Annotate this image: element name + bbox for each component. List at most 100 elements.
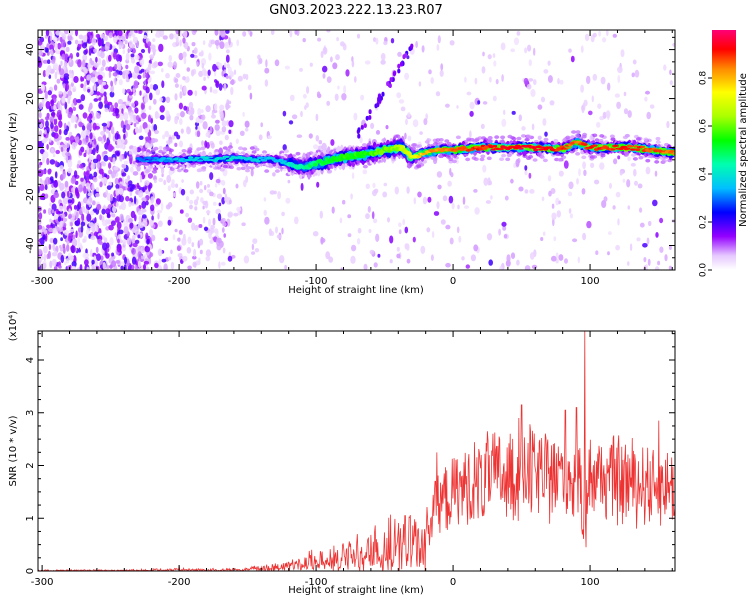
spectrogram-noise-blob [195, 181, 200, 189]
spectrogram-noise-blob [504, 195, 509, 201]
spectrogram-noise-blob [558, 200, 561, 205]
spectrogram-haze-blob [448, 157, 454, 162]
spectrogram-noise-blob [161, 68, 164, 73]
spectrogram-noise-blob [547, 75, 553, 83]
spectrogram-haze-blob [240, 166, 246, 171]
spectrogram-ridge-blob [640, 145, 646, 148]
spectrogram-ridge-blob [168, 160, 174, 163]
spectrogram-noise-blob [238, 58, 242, 66]
spectrogram-noise-blob [122, 88, 126, 95]
spectrogram-noise-blob [402, 218, 406, 226]
spectrogram-noise-blob [202, 205, 205, 210]
spectrogram-noise-blob [357, 33, 360, 39]
spectrogram-noise-blob [483, 177, 489, 186]
spectrogram-noise-blob [117, 238, 120, 244]
spectrogram-noise-blob [62, 217, 68, 222]
spectrogram-noise-blob [51, 148, 54, 154]
spectrogram-noise-blob [121, 172, 127, 177]
spectrogram-noise-blob [105, 129, 110, 134]
spectrogram-noise-blob [191, 222, 196, 231]
spectrogram-noise-blob [415, 40, 418, 49]
spectrogram-noise-blob [104, 173, 107, 178]
spectrogram-noise-blob [172, 234, 176, 241]
spectrogram-haze-blob [521, 134, 526, 138]
spectrogram-noise-blob [109, 237, 114, 246]
spectrogram-noise-blob [46, 224, 51, 229]
figure-title: GN03.2023.222.13.23.R07 [269, 3, 443, 18]
spectrogram-haze-blob [245, 168, 250, 173]
spectrogram-noise-blob [208, 218, 211, 227]
spectrogram-noise-blob [145, 78, 148, 85]
spectrogram-noise-blob [170, 249, 173, 254]
spectrogram-noise-blob [65, 83, 70, 92]
spectrogram-noise-blob [98, 101, 103, 109]
spectrogram-noise-blob [158, 220, 163, 227]
spectrogram-noise-blob [128, 91, 134, 96]
spectrogram-noise-blob [264, 79, 269, 87]
spectrogram-noise-blob [131, 256, 137, 265]
spectrogram-noise-blob [341, 93, 347, 101]
spectrogram-noise-blob [65, 155, 69, 164]
spectrogram-noise-blob [59, 247, 64, 252]
spectrogram-noise-blob [541, 196, 545, 201]
spectrogram-noise-blob [223, 233, 226, 238]
spectrogram-noise-blob [51, 59, 56, 64]
spectrogram-noise-blob [58, 205, 64, 212]
spectrogram-noise-blob [321, 142, 327, 151]
spectrogram-noise-blob [106, 242, 110, 249]
spectrogram-ridge-blob [452, 150, 458, 152]
spectrogram-noise-blob [67, 34, 72, 41]
spectrogram-noise-blob [131, 247, 136, 255]
spectrogram-noise-blob [315, 135, 320, 142]
spectrogram-noise-blob [567, 191, 573, 197]
spectrogram-streak-blob [400, 61, 404, 67]
spectrogram-noise-blob [141, 103, 146, 110]
spectrogram-noise-blob [161, 258, 167, 263]
spectrogram-haze-blob [169, 167, 175, 171]
spectrogram-noise-blob [75, 189, 79, 197]
spectrogram-noise-blob [225, 75, 229, 79]
spectrogram-haze-blob [196, 147, 202, 151]
spectrogram-noise-blob [86, 266, 90, 270]
spectrogram-noise-blob [227, 212, 233, 218]
spectrogram-haze-blob [500, 135, 506, 140]
spectrogram-ridge-blob [625, 147, 631, 150]
spectrogram-noise-blob [252, 238, 258, 245]
spectrogram-noise-blob [173, 192, 176, 197]
spectrogram-noise-blob [99, 181, 103, 188]
spectrogram-noise-blob [88, 48, 92, 56]
spectrogram-noise-blob [316, 181, 320, 188]
spectrogram-noise-blob [138, 190, 144, 198]
spectrogram-noise-blob [49, 260, 53, 269]
spectrogram-haze-blob [532, 158, 538, 162]
spectrogram-noise-blob [351, 60, 355, 68]
spectrogram-noise-blob [132, 145, 138, 154]
spectrogram-noise-blob [210, 142, 215, 149]
spectrogram-noise-blob [577, 256, 580, 264]
spectrogram-haze-blob [507, 134, 513, 139]
spectrogram-noise-blob [189, 114, 194, 121]
spectrogram-noise-blob [243, 179, 247, 188]
spectrogram-noise-blob [518, 186, 524, 192]
spectrogram-noise-blob [86, 213, 92, 222]
spectrogram-noise-blob [445, 103, 450, 108]
spectrogram-ridge-blob [533, 148, 539, 152]
spectrogram-haze-blob [655, 136, 661, 141]
spectrogram-noise-blob [254, 248, 260, 253]
spectrogram-haze-blob [487, 136, 493, 140]
spectrogram-noise-blob [205, 256, 211, 262]
spectrogram-noise-blob [312, 231, 319, 237]
spectrogram-noise-blob [249, 31, 253, 37]
spectrogram-noise-blob [487, 54, 492, 60]
spectrogram-noise-blob [251, 243, 255, 251]
spectrogram-noise-blob [105, 35, 108, 42]
spectrogram-noise-blob [437, 184, 442, 190]
spectrogram-noise-blob [39, 161, 43, 166]
spectrogram-noise-blob [52, 243, 56, 250]
spectrogram-noise-blob [457, 204, 460, 210]
spectrogram-noise-blob [458, 235, 462, 243]
spectrogram-noise-blob [228, 120, 234, 128]
spectrogram-noise-blob [86, 170, 90, 175]
spectrogram-noise-blob [38, 140, 42, 149]
spectrogram-haze-blob [472, 139, 478, 143]
